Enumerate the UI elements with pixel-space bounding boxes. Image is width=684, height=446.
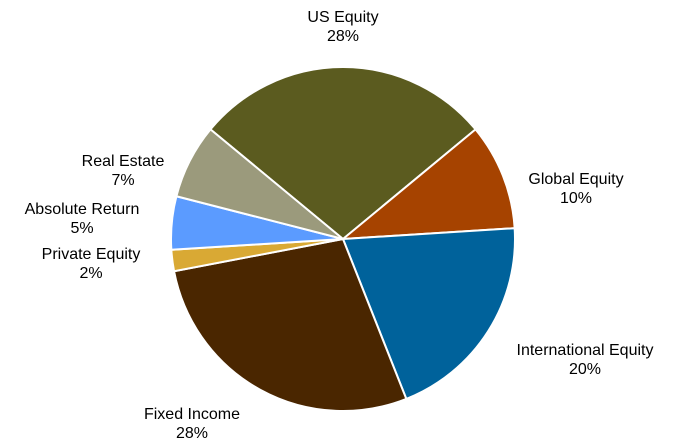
pie-slice	[209, 66, 477, 241]
slice-value-label: 28%	[327, 28, 359, 45]
slice-label: International Equity	[517, 342, 654, 359]
slice-label: Global Equity	[528, 171, 623, 188]
slice-value-label: 7%	[111, 172, 134, 189]
slice-label: US Equity	[307, 9, 378, 26]
slice-value-label: 28%	[176, 425, 208, 442]
slice-label: Absolute Return	[25, 201, 140, 218]
slice-value-label: 10%	[560, 190, 592, 207]
pie-slice	[341, 227, 516, 401]
pie-slice	[175, 127, 344, 240]
slice-value-label: 5%	[70, 220, 93, 237]
pie-slice	[339, 127, 516, 241]
slice-label: Fixed Income	[144, 406, 240, 423]
pie-slice	[172, 237, 408, 412]
slice-label: Private Equity	[42, 246, 141, 263]
slice-value-label: 2%	[79, 265, 102, 282]
slice-label: Real Estate	[82, 153, 165, 170]
slice-value-label: 20%	[569, 361, 601, 378]
